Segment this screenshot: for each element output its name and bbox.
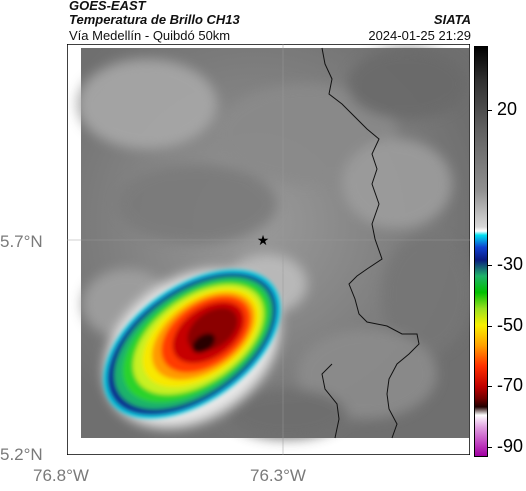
lat-label-2: 5.2°N <box>0 445 43 464</box>
colorbar-tick-4: -70 <box>497 375 524 395</box>
colorbar-tick-5: -90 <box>497 436 524 456</box>
lat-label-1: 5.7°N <box>0 232 43 251</box>
colorbar-tick-1: 20 <box>497 99 518 119</box>
colorbar-tick-3: -50 <box>497 315 524 335</box>
colorbar <box>474 46 488 457</box>
lon-label-1: 76.8°W <box>33 466 89 485</box>
satellite-map[interactable]: ★ <box>67 44 470 455</box>
agency-label: SIATA <box>433 12 471 27</box>
colorbar-tick-2: -30 <box>497 254 524 274</box>
satellite-title: GOES-EAST <box>69 0 146 13</box>
map-canvas: ★ <box>67 44 470 455</box>
product-title: Temperatura de Brillo CH13 <box>69 12 240 27</box>
datetime-label: 2024-01-25 21:29 <box>368 28 471 43</box>
region-subtitle: Vía Medellín - Quibdó 50km <box>69 28 231 43</box>
star-icon: ★ <box>257 233 270 249</box>
river-line <box>321 363 340 439</box>
border-line <box>321 47 420 439</box>
lon-label-2: 76.3°W <box>250 466 306 485</box>
